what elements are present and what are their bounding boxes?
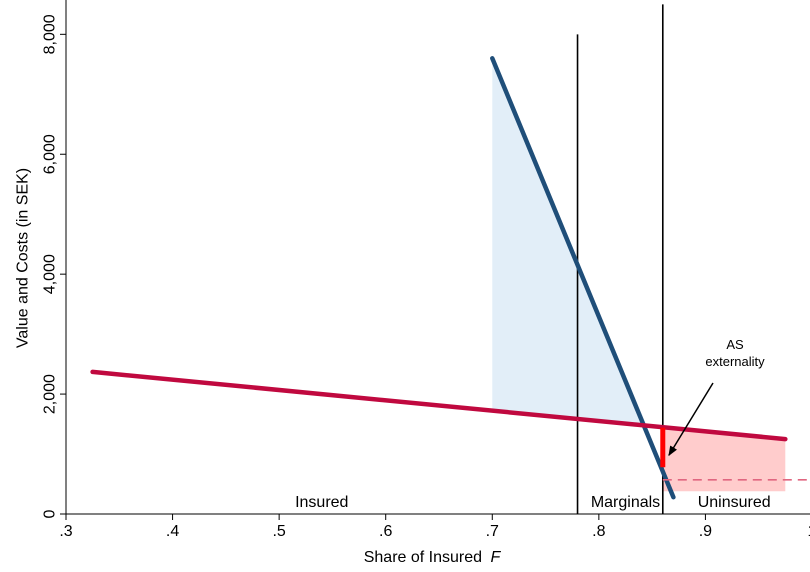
x-axis-title-italic: F — [490, 549, 501, 566]
annotation-line-1: AS — [726, 337, 744, 352]
x-tick-label: .9 — [699, 523, 712, 540]
y-tick-label: 0 — [42, 509, 59, 518]
x-axis-title: Share of Insured F — [364, 549, 502, 566]
region-label: Uninsured — [698, 494, 771, 511]
x-tick-label: .7 — [486, 523, 499, 540]
x-tick-label: .3 — [59, 523, 72, 540]
annotation-arrow — [668, 382, 714, 457]
y-tick-label: 4,000 — [42, 254, 59, 294]
x-ticks: .3 .4 .5 .6 .7 .8 .9 1 — [59, 514, 810, 540]
y-ticks: 0 2,000 4,000 6,000 8,000 — [42, 14, 66, 518]
y-tick-label: 2,000 — [42, 374, 59, 414]
region-label: Insured — [295, 494, 348, 511]
region-label: Marginals — [591, 494, 660, 511]
series-line-2 — [90, 369, 788, 442]
x-tick-label: .6 — [379, 523, 392, 540]
y-tick-label: 6,000 — [42, 134, 59, 174]
shaded-area-2 — [662, 427, 786, 492]
series-lines — [90, 56, 788, 500]
y-tick-label: 8,000 — [42, 14, 59, 54]
x-tick-label: .4 — [166, 523, 179, 540]
y-axis-title: Value and Costs (in SEK) — [15, 168, 32, 348]
x-axis-title-main: Share of Insured — [364, 549, 482, 566]
region-labels: Insured Marginals Uninsured — [295, 494, 771, 511]
x-tick-label: 1 — [808, 523, 810, 540]
externality-marks — [660, 427, 810, 481]
annotation-line-2: externality — [705, 354, 765, 369]
annotation: AS externality — [668, 337, 765, 457]
axes — [65, 0, 810, 515]
x-tick-label: .8 — [592, 523, 605, 540]
x-tick-label: .5 — [272, 523, 285, 540]
